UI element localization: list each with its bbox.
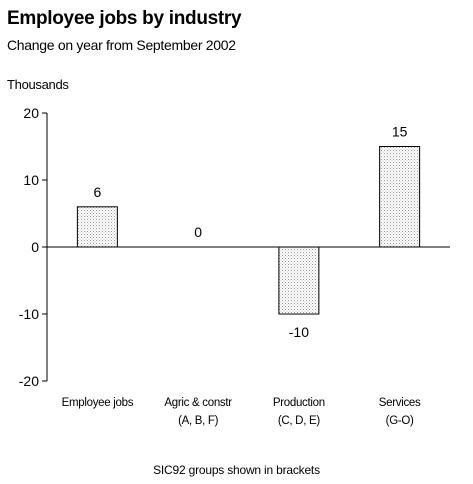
chart-subtitle: Change on year from September 2002: [7, 37, 236, 53]
chart-title: Employee jobs by industry: [7, 8, 242, 29]
y-tick-label: -10: [19, 306, 39, 322]
x-tick-label: Agric & constr: [164, 397, 232, 409]
x-tick-label: Employee jobs: [62, 397, 134, 409]
x-tick-label: Services: [379, 397, 421, 409]
x-tick-label: (C, D, E): [278, 415, 320, 427]
y-tick-label: -20: [19, 373, 39, 389]
y-tick-label: 10: [23, 172, 39, 188]
x-tick-label: Production: [273, 397, 325, 409]
x-tick-label: (A, B, F): [178, 415, 219, 427]
data-label: 0: [194, 224, 202, 240]
bar: [278, 246, 320, 315]
data-label: -10: [289, 324, 309, 340]
data-label: 6: [93, 184, 101, 200]
bar: [379, 146, 421, 248]
data-label: 15: [392, 124, 408, 140]
bar: [76, 206, 118, 248]
y-tick-label: 20: [23, 105, 39, 121]
x-tick-label: (G-O): [386, 415, 414, 427]
y-tick-label: 0: [31, 239, 39, 255]
y-axis-label: Thousands: [7, 77, 69, 92]
footnote: SIC92 groups shown in brackets: [153, 463, 320, 477]
